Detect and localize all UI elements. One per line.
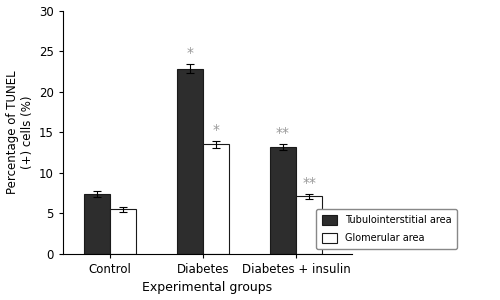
Text: **: ** xyxy=(276,125,290,140)
Bar xyxy=(110,209,136,254)
Text: *: * xyxy=(212,123,220,137)
Bar xyxy=(203,144,229,254)
Text: *: * xyxy=(186,46,194,60)
X-axis label: Experimental groups: Experimental groups xyxy=(142,281,272,294)
Text: **: ** xyxy=(302,176,316,190)
Y-axis label: Percentage of TUNEL
(+) cells (%): Percentage of TUNEL (+) cells (%) xyxy=(6,70,34,194)
Bar xyxy=(270,147,296,254)
Bar xyxy=(177,69,203,254)
Bar xyxy=(296,196,322,254)
Bar xyxy=(84,194,110,254)
Legend: Tubulointerstitial area, Glomerular area: Tubulointerstitial area, Glomerular area xyxy=(316,209,457,249)
